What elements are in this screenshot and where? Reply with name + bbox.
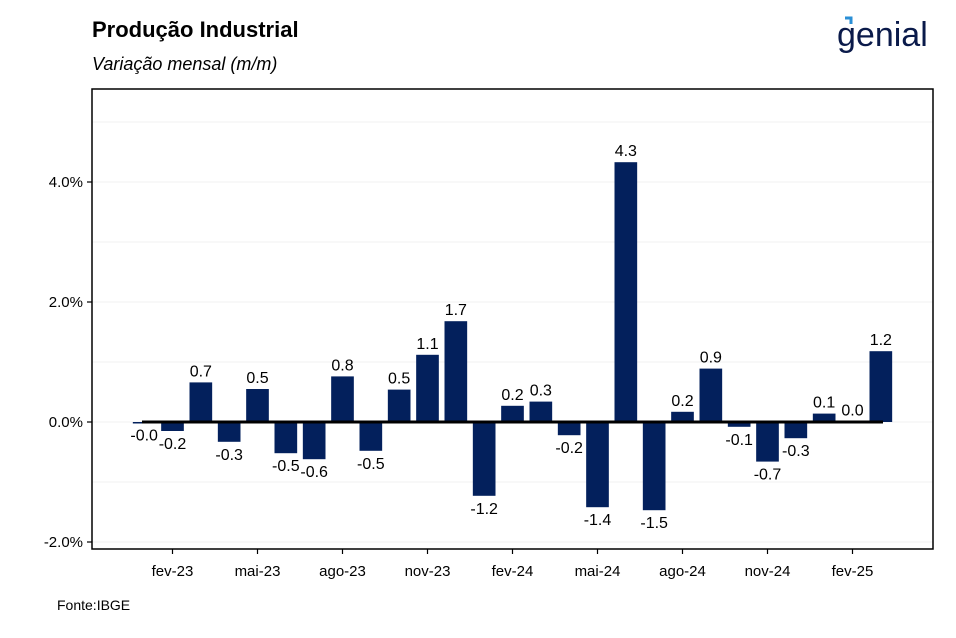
source-note: Fonte:IBGE — [57, 597, 131, 613]
y-tick-label: 4.0% — [49, 174, 83, 191]
data-label: -0.6 — [300, 464, 328, 481]
data-label: 4.3 — [615, 143, 637, 160]
x-tick-label: mai-24 — [575, 563, 621, 580]
data-label: -0.5 — [272, 458, 300, 475]
data-label: 0.2 — [501, 387, 523, 404]
bar-abr-24 — [557, 422, 581, 436]
bar-jun-24 — [614, 162, 638, 422]
y-tick-label: 2.0% — [49, 294, 83, 311]
data-label: -1.4 — [584, 512, 612, 529]
x-tick-label: mai-23 — [235, 563, 281, 580]
bar-dez-24 — [784, 422, 808, 439]
gridlines — [92, 121, 933, 543]
bar-mar-24 — [529, 401, 553, 422]
data-label: 0.7 — [190, 363, 212, 380]
data-label: 0.9 — [700, 350, 722, 367]
data-label: -0.2 — [555, 440, 583, 457]
data-label: 0.1 — [813, 395, 835, 412]
data-label: 0.8 — [331, 357, 353, 374]
bar-jul-24 — [642, 422, 666, 511]
bar-out-23 — [387, 389, 411, 422]
data-label: -0.7 — [754, 467, 782, 484]
bar-nov-24 — [756, 422, 779, 462]
data-labels: -0.0 -0.20.7-0.30.5-0.5 -0.60.8-0.50.51.11… — [130, 143, 892, 532]
data-label: 0.0 — [841, 402, 863, 419]
x-tick-label: fev-24 — [492, 563, 534, 580]
data-label: 0.5 — [388, 371, 410, 388]
x-tick-label: fev-25 — [832, 563, 874, 580]
genial-logo: genial — [837, 14, 932, 59]
data-label: -0.5 — [357, 456, 385, 473]
bar-jan-25 — [812, 413, 836, 422]
data-label: -0.3 — [215, 447, 243, 464]
data-label: -0.0 — [130, 428, 158, 445]
data-label: -1.2 — [470, 501, 498, 518]
bar-fev-24 — [501, 405, 524, 422]
bars — [132, 162, 893, 511]
bar-dez-23 — [444, 321, 468, 422]
bar-jan-24 — [472, 422, 496, 496]
bar-ago-23 — [331, 376, 354, 422]
bar-mai-24 — [586, 422, 609, 508]
bar-mai-23 — [246, 389, 269, 422]
axes: -2.0% 0.0% 2.0% 4.0% fev-23 mai-23 ago-23 nov-2… — [44, 88, 934, 580]
x-tick-label: ago-23 — [319, 563, 366, 580]
data-label: 1.7 — [445, 302, 467, 319]
data-label: 1.2 — [870, 332, 892, 349]
y-tick-label: 0.0% — [49, 414, 83, 431]
bar-abr-23 — [217, 422, 241, 442]
bar-fev-23 — [161, 422, 184, 431]
x-tick-label: nov-24 — [745, 563, 791, 580]
y-tick-label: -2.0% — [44, 534, 83, 551]
data-label: -0.2 — [159, 436, 187, 453]
data-label: -0.3 — [782, 443, 810, 460]
bar-mar-25 — [869, 351, 893, 422]
data-label: 0.3 — [530, 383, 552, 400]
bar-out-24 — [727, 422, 751, 427]
bar-mar-23 — [189, 382, 213, 422]
bar-ago-24 — [671, 411, 694, 422]
x-tick-label: ago-24 — [659, 563, 706, 580]
data-label: 0.2 — [671, 393, 693, 410]
bar-set-23 — [359, 422, 383, 451]
chart-subtitle: Variação mensal (m/m) — [92, 54, 278, 74]
panel-border — [91, 88, 934, 550]
data-label: 0.5 — [246, 370, 268, 387]
data-label: -0.1 — [725, 432, 753, 449]
logo-accent-icon — [845, 16, 853, 24]
x-tick-label: nov-23 — [405, 563, 451, 580]
chart-title: Produção Industrial — [92, 17, 299, 42]
data-label: 1.1 — [416, 336, 438, 353]
bar-jul-23 — [302, 422, 326, 460]
bar-set-24 — [699, 368, 723, 422]
data-label: -1.5 — [640, 515, 668, 532]
bar-jun-23 — [274, 422, 298, 454]
x-tick-label: fev-23 — [152, 563, 194, 580]
bar-nov-23 — [416, 354, 439, 422]
